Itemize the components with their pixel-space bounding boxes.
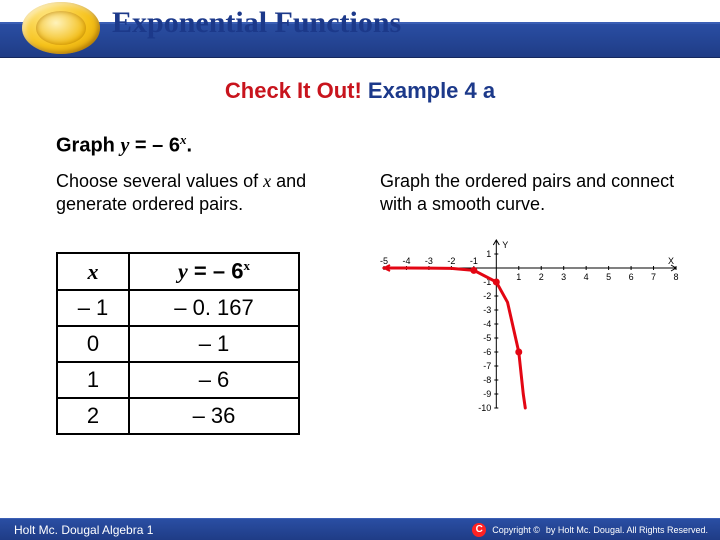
svg-text:-3: -3 [425,256,433,266]
svg-text:5: 5 [606,272,611,282]
data-table: x y = – 6x – 1 – 0. 167 0 – 1 1 – 6 2 – … [56,252,300,434]
cell-x: 1 [57,362,129,398]
copyright-word: Copyright © [492,525,540,535]
cell-x: – 1 [57,290,129,326]
subtitle-blue: Example 4 a [368,78,495,103]
table-row: 1 – 6 [57,362,299,398]
cell-y: – 6 [129,362,299,398]
footer-left: Holt Mc. Dougal Algebra 1 [14,523,153,537]
svg-text:-6: -6 [483,347,491,357]
th-y-sup: x [243,258,250,273]
svg-text:6: 6 [629,272,634,282]
svg-text:-2: -2 [483,291,491,301]
left-col: Choose several values of x and generate … [56,170,344,435]
page-title: Exponential Functions [112,6,401,40]
footer-right-text: by Holt Mc. Dougal. All Rights Reserved. [546,525,708,535]
cell-y: – 1 [129,326,299,362]
svg-text:8: 8 [673,272,678,282]
svg-text:Y: Y [502,240,508,250]
svg-text:-4: -4 [483,319,491,329]
svg-text:3: 3 [561,272,566,282]
table-header-x: x [57,253,129,289]
svg-text:1: 1 [516,272,521,282]
prompt-eq: = – 6 [129,135,180,157]
svg-text:-5: -5 [483,333,491,343]
svg-text:2: 2 [539,272,544,282]
footer-right: C Copyright © by Holt Mc. Dougal. All Ri… [472,523,708,537]
table-row: 0 – 1 [57,326,299,362]
prompt-prefix: Graph [56,135,120,157]
logo-badge [22,2,100,54]
svg-text:-4: -4 [402,256,410,266]
svg-text:-2: -2 [447,256,455,266]
subtitle-red: Check It Out! [225,78,362,103]
cell-x: 0 [57,326,129,362]
svg-text:-9: -9 [483,389,491,399]
content-row: Choose several values of x and generate … [0,170,720,435]
cell-x: 2 [57,398,129,434]
svg-text:-8: -8 [483,375,491,385]
svg-text:1: 1 [486,249,491,259]
right-col: Graph the ordered pairs and connect with… [380,170,680,435]
svg-text:-3: -3 [483,305,491,315]
svg-text:-7: -7 [483,361,491,371]
cell-y: – 36 [129,398,299,434]
left-blurb: Choose several values of x and generate … [56,170,344,217]
th-y-mid: = – 6 [188,259,244,284]
svg-text:-10: -10 [478,403,491,413]
table-row: – 1 – 0. 167 [57,290,299,326]
table-header-row: x y = – 6x [57,253,299,289]
cell-y: – 0. 167 [129,290,299,326]
chart: YX-5-4-3-2-1123456781-1-2-3-4-5-6-7-8-9-… [380,234,680,414]
footer: Holt Mc. Dougal Algebra 1 C Copyright © … [0,518,720,540]
prompt-var-y: y [120,135,129,157]
prompt-line: Graph y = – 6x. [56,132,720,158]
chart-svg: YX-5-4-3-2-1123456781-1-2-3-4-5-6-7-8-9-… [380,234,680,414]
table-row: 2 – 36 [57,398,299,434]
right-blurb: Graph the ordered pairs and connect with… [380,170,680,217]
svg-text:-1: -1 [470,256,478,266]
svg-text:-5: -5 [380,256,388,266]
subtitle: Check It Out! Example 4 a [0,78,720,104]
table-header-y: y = – 6x [129,253,299,289]
copyright-icon: C [472,523,486,537]
svg-text:7: 7 [651,272,656,282]
th-y-var: y [178,259,188,284]
header: Exponential Functions [0,0,720,58]
svg-text:4: 4 [584,272,589,282]
th-x-text: x [88,259,99,284]
svg-text:X: X [668,256,674,266]
prompt-suffix: . [186,135,192,157]
